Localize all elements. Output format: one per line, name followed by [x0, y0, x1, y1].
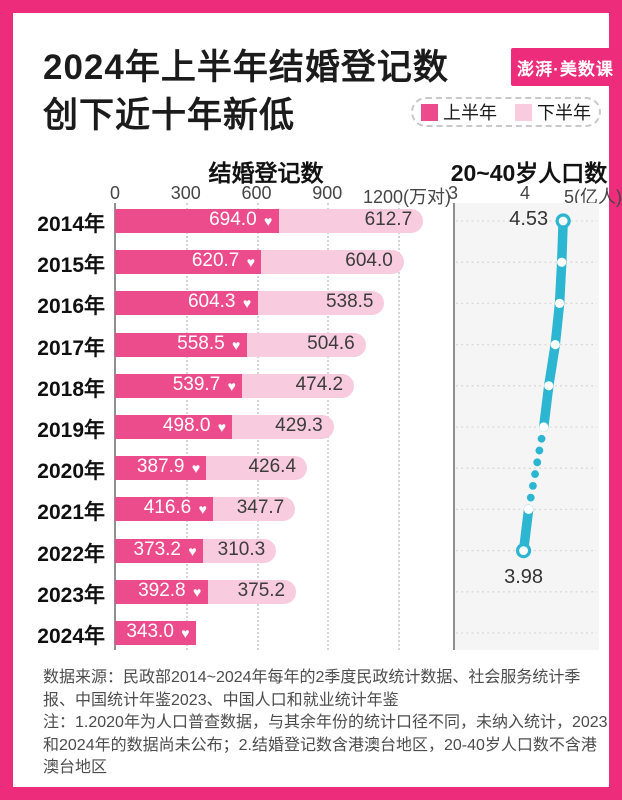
x-axis-tick: 300: [170, 183, 201, 203]
year-label: 2018年: [37, 377, 105, 401]
second-half-value: 375.2: [237, 579, 286, 601]
second-half-bar: [213, 497, 296, 522]
x-axis-tick: 3: [447, 183, 458, 203]
second-half-value: 429.3: [275, 415, 323, 436]
first-half-value: 416.6: [143, 497, 192, 519]
second-half-value: 538.5: [325, 291, 374, 313]
second-half-value: 604.0: [345, 250, 393, 272]
year-label: 2023年: [37, 583, 105, 607]
second-half-value: 347.7: [236, 497, 285, 519]
heart-icon: ♥: [198, 501, 207, 518]
heart-icon: ♥: [188, 542, 197, 559]
second-half-value: 310.3: [217, 538, 266, 560]
first-half-value: 604.3: [187, 291, 236, 313]
first-half-value: 694.0: [209, 209, 257, 230]
content-area: 2024年上半年结婚登记数 创下近十年新低 澎湃·美数课 上半年 下半年 结婚登…: [13, 13, 622, 787]
legend-label: 上半年: [443, 103, 497, 123]
x-axis-tick: 600: [241, 183, 272, 203]
footnote-text: 注：1.2020年为人口普查数据，与其余年份的统计口径不同，未纳入统计，2023…: [43, 714, 608, 776]
year-label: 2022年: [37, 542, 105, 566]
second-half-value: 504.6: [307, 332, 355, 354]
heart-icon: ♥: [192, 583, 202, 600]
first-half-swatch-icon: [421, 103, 438, 121]
first-half-value: 558.5: [177, 332, 225, 354]
x-axis-tick: 4: [519, 183, 530, 203]
second-half-bar: [257, 291, 385, 316]
heart-icon: ♥: [217, 419, 227, 435]
heart-icon: ♥: [232, 336, 241, 353]
x-axis-tick: 900: [312, 183, 343, 203]
heart-icon: ♥: [191, 460, 201, 477]
first-half-value: 620.7: [191, 250, 240, 272]
year-label: 2021年: [37, 501, 105, 525]
second-half-bar: [206, 456, 308, 481]
first-half-bar: [115, 538, 203, 563]
publisher-logo: 澎湃·美数课: [511, 48, 620, 86]
first-half-bar: [115, 456, 207, 481]
first-half-value: 343.0: [126, 621, 174, 642]
legend-label: 下半年: [537, 103, 591, 123]
first-half-bar: [115, 621, 196, 645]
legend-item-first-half: 上半年: [421, 99, 497, 125]
bar-chart-title: 结婚登记数: [208, 160, 324, 186]
first-half-bar: [115, 209, 279, 233]
data-source-text: 数据来源：民政部2014~2024年每年的2季度民政统计数据、社会服务统计季报、…: [43, 669, 581, 709]
gridline: [398, 203, 400, 650]
first-half-bar: [115, 579, 208, 604]
footer-notes: 数据来源：民政部2014~2024年每年的2季度民政统计数据、社会服务统计季报、…: [43, 667, 610, 780]
legend: 上半年 下半年: [411, 97, 601, 127]
first-half-bar: [115, 415, 233, 439]
year-label: 2024年: [37, 625, 105, 648]
population-line-svg: [453, 203, 599, 650]
heart-icon: ♥: [242, 295, 252, 312]
first-half-bar: [115, 250, 262, 275]
heart-icon: ♥: [227, 377, 236, 394]
x-axis-tick: 5(亿人): [564, 187, 622, 207]
second-half-bar: [203, 538, 277, 563]
first-half-value: 392.8: [138, 579, 186, 601]
line-point-label: 4.53: [509, 208, 549, 230]
year-label: 2016年: [37, 295, 105, 319]
heart-icon: ♥: [181, 625, 190, 641]
page-title-line2: 创下近十年新低: [43, 96, 296, 135]
second-half-value: 426.4: [248, 456, 297, 478]
second-half-bar: [246, 332, 366, 357]
first-half-value: 498.0: [162, 415, 211, 436]
x-axis-tick: 1200(万对): [362, 187, 452, 207]
second-half-bar: [207, 579, 297, 604]
year-label: 2019年: [37, 419, 105, 442]
year-label: 2015年: [37, 254, 105, 278]
first-half-bar: [115, 332, 247, 357]
first-half-bar: [115, 291, 258, 316]
legend-item-second-half: 下半年: [515, 99, 591, 125]
first-half-value: 373.2: [133, 538, 181, 560]
first-half-value: 387.9: [136, 456, 185, 478]
line-chart-title: 20~40岁人口数: [450, 160, 608, 186]
second-half-bar: [242, 373, 355, 398]
line-point-label: 3.98: [504, 565, 544, 588]
year-label: 2017年: [37, 336, 105, 360]
first-half-value: 539.7: [172, 373, 221, 395]
x-axis-tick: 0: [109, 183, 120, 203]
year-label: 2020年: [37, 460, 105, 484]
heart-icon: ♥: [246, 254, 256, 271]
second-half-value: 612.7: [364, 209, 413, 230]
second-half-bar: [278, 209, 424, 233]
year-label: 2014年: [37, 213, 105, 236]
page-title-line1: 2024年上半年结婚登记数: [43, 48, 449, 87]
second-half-bar: [232, 415, 334, 439]
first-half-bar: [115, 373, 243, 398]
second-half-swatch-icon: [515, 103, 532, 121]
second-half-value: 474.2: [295, 373, 344, 395]
heart-icon: ♥: [264, 213, 273, 229]
first-half-bar: [115, 497, 214, 522]
second-half-bar: [261, 250, 404, 275]
